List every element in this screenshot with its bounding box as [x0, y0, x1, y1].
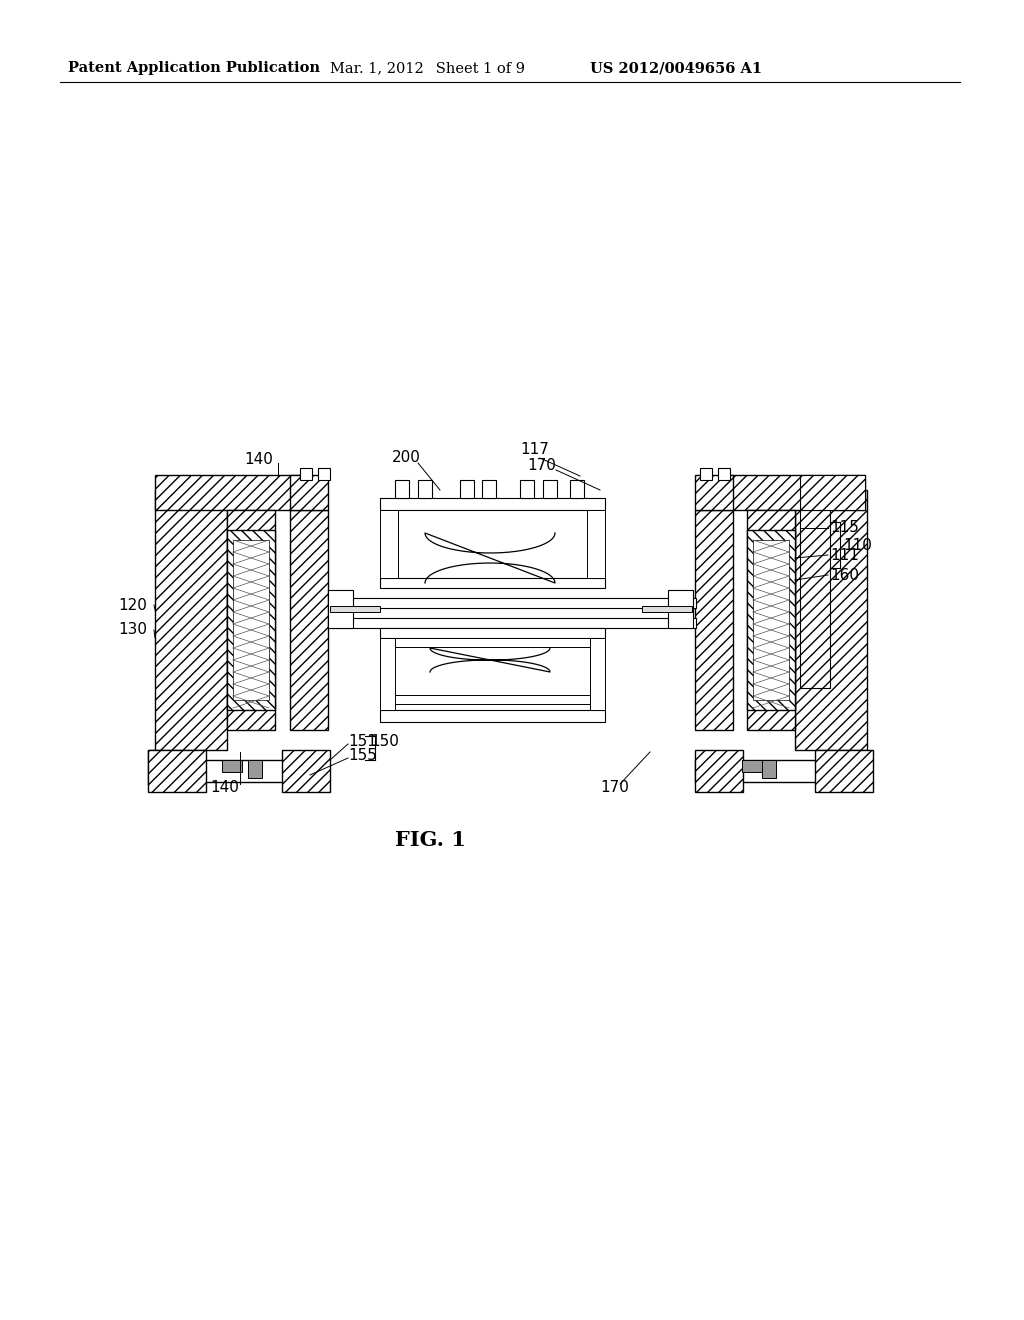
Bar	[395, 638, 590, 647]
Text: US 2012/0049656 A1: US 2012/0049656 A1	[590, 61, 762, 75]
Text: 111: 111	[830, 548, 859, 562]
Text: 140: 140	[210, 780, 239, 796]
Bar	[395, 696, 590, 704]
Bar	[290, 510, 328, 730]
Bar	[290, 475, 328, 510]
Text: 140: 140	[244, 453, 272, 467]
Bar	[800, 510, 830, 688]
Text: 151: 151	[348, 734, 377, 750]
Bar	[742, 760, 762, 772]
Text: 200: 200	[392, 450, 421, 466]
Bar	[720, 475, 865, 510]
Text: 110: 110	[843, 537, 871, 553]
Bar	[746, 510, 795, 730]
Bar	[380, 498, 605, 510]
Bar	[300, 469, 312, 480]
Text: 150: 150	[370, 734, 399, 750]
Bar	[328, 618, 696, 628]
Bar	[718, 469, 730, 480]
Text: 130: 130	[118, 623, 147, 638]
Bar	[587, 510, 605, 578]
Bar	[746, 531, 795, 710]
Bar	[695, 760, 865, 781]
Bar	[700, 469, 712, 480]
Bar	[570, 480, 584, 498]
Bar	[590, 638, 605, 710]
Bar	[155, 760, 325, 781]
Text: Patent Application Publication: Patent Application Publication	[68, 61, 319, 75]
Bar	[380, 578, 605, 587]
Bar	[695, 475, 733, 510]
Bar	[460, 480, 474, 498]
Bar	[668, 590, 693, 628]
Text: 117: 117	[520, 442, 549, 458]
Bar	[328, 598, 696, 609]
Text: 170: 170	[600, 780, 629, 796]
Bar	[155, 475, 300, 510]
Bar	[753, 540, 790, 700]
Bar	[395, 480, 409, 498]
Text: 120: 120	[118, 598, 146, 612]
Bar	[330, 606, 380, 612]
Bar	[155, 490, 227, 750]
Bar	[222, 760, 242, 772]
Text: 170: 170	[527, 458, 556, 473]
Bar	[543, 480, 557, 498]
Text: FIG. 1: FIG. 1	[394, 830, 466, 850]
Bar	[380, 710, 605, 722]
Bar	[380, 510, 398, 578]
Bar	[318, 469, 330, 480]
Bar	[482, 480, 496, 498]
Bar	[418, 480, 432, 498]
Text: 155: 155	[348, 748, 377, 763]
Bar	[642, 606, 692, 612]
Bar	[233, 540, 269, 700]
Bar	[695, 750, 743, 792]
Text: 115: 115	[830, 520, 859, 536]
Bar	[148, 750, 198, 785]
Bar	[380, 638, 395, 710]
Bar	[282, 750, 330, 792]
Polygon shape	[425, 533, 555, 583]
Bar	[148, 750, 206, 792]
Bar	[248, 760, 262, 777]
Text: Mar. 1, 2012  Sheet 1 of 9: Mar. 1, 2012 Sheet 1 of 9	[330, 61, 525, 75]
Bar	[815, 750, 873, 792]
Bar	[227, 510, 275, 730]
Bar	[328, 590, 353, 628]
Bar	[227, 531, 275, 710]
Bar	[380, 628, 605, 638]
Bar	[800, 475, 865, 510]
Bar	[795, 490, 867, 750]
Text: 160: 160	[830, 568, 859, 582]
Bar	[520, 480, 534, 498]
Bar	[762, 760, 776, 777]
Polygon shape	[430, 648, 550, 672]
Bar	[695, 510, 733, 730]
